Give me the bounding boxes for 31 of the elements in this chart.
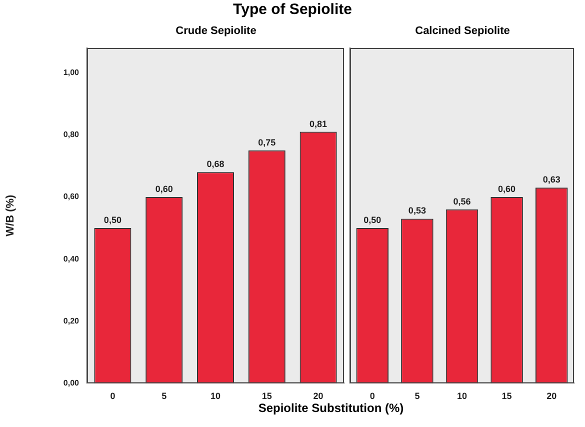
x-tick-label: 10 (210, 391, 221, 402)
data-label: 0,50 (104, 215, 122, 225)
y-tick-label: 0,40 (63, 254, 80, 264)
data-label: 0,68 (206, 159, 224, 170)
x-tick-label: 20 (313, 391, 324, 402)
y-tick-label: 0,80 (63, 130, 80, 140)
y-tick-label: 0,60 (63, 192, 80, 202)
y-tick-label: 1,00 (63, 68, 80, 78)
data-label: 0,75 (258, 137, 276, 148)
data-label: 0,81 (310, 118, 328, 129)
chart-subtitle: Crude Sepiolite (174, 24, 258, 39)
x-tick-label: 15 (502, 391, 512, 402)
x-tick-label: 0 (110, 391, 116, 402)
chart-subtitle: Calcined Sepiolite (414, 24, 511, 39)
y-axis-title: W/B (%) (4, 194, 17, 236)
chart-title: Type of Sepiolite (232, 1, 353, 18)
data-label: 0,63 (542, 174, 560, 185)
data-label: 0,60 (498, 184, 516, 194)
y-tick-label: 0,00 (63, 378, 80, 388)
data-label: 0,60 (155, 184, 173, 194)
data-label: 0,50 (364, 215, 382, 225)
data-label: 0,53 (408, 206, 426, 216)
y-tick-label: 0,20 (63, 316, 80, 326)
x-axis-title: Sepiolite Substitution (%) (257, 401, 405, 415)
x-tick-label: 20 (546, 391, 557, 402)
x-tick-label: 0 (370, 391, 375, 402)
x-tick-label: 5 (162, 391, 167, 402)
data-label: 0,56 (453, 196, 471, 206)
x-tick-label: 10 (456, 391, 468, 402)
x-tick-label: 15 (262, 391, 272, 402)
x-tick-label: 5 (414, 391, 420, 402)
